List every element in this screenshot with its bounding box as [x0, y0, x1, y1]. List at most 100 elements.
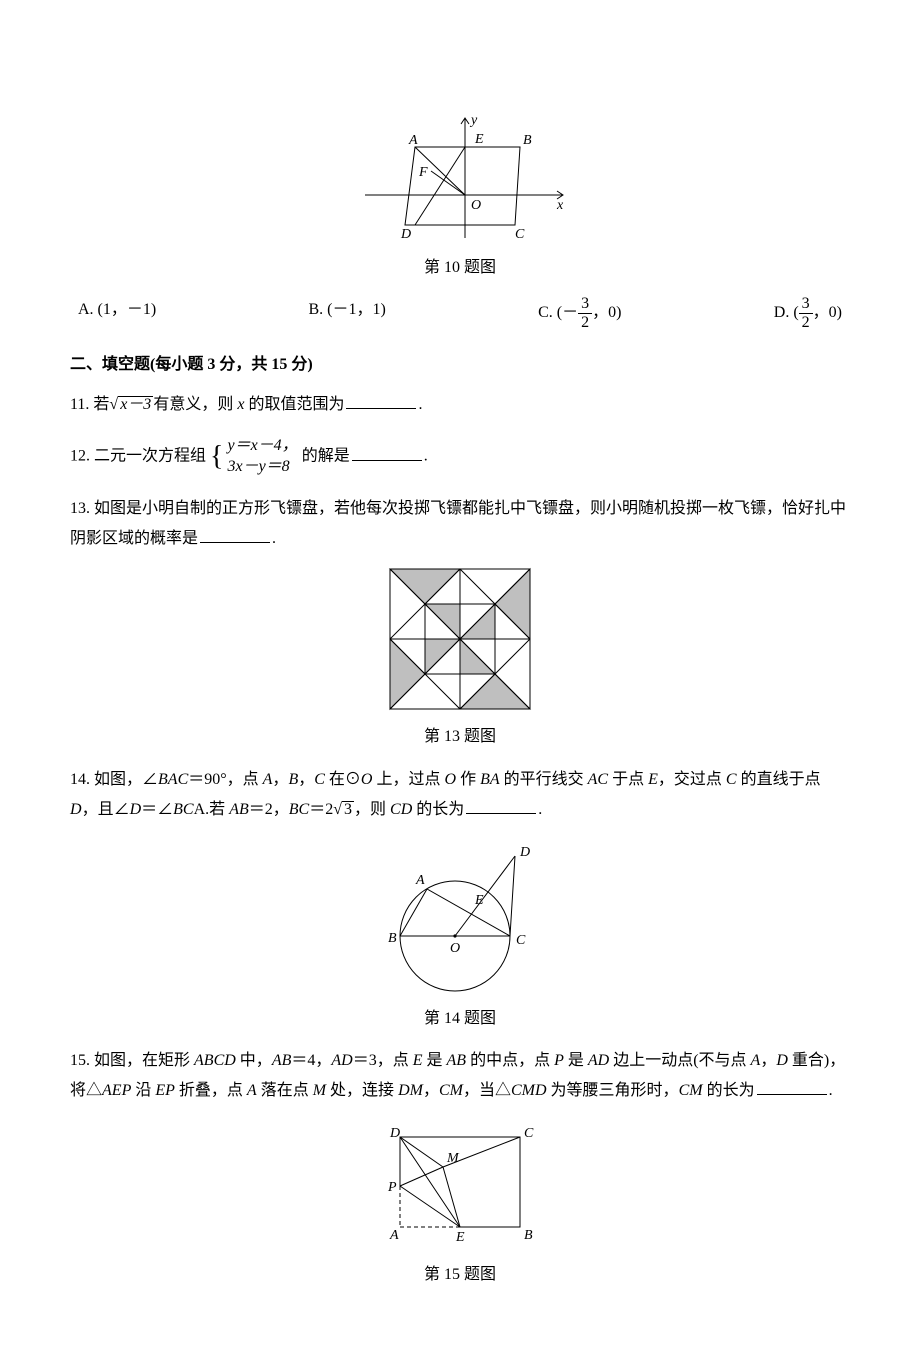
- q15-ab: AB: [272, 1052, 292, 1069]
- q14-t11: 的直线于点: [737, 771, 821, 788]
- q14-t13b: A.: [194, 801, 210, 818]
- q14-ac: AC: [588, 771, 608, 788]
- q14-t3: ，: [272, 771, 288, 788]
- q14-t10: ，交过点: [658, 771, 726, 788]
- lbl-x: x: [556, 198, 564, 213]
- q14-ba: BA: [480, 771, 500, 788]
- q15-lbl-E: E: [455, 1230, 465, 1245]
- q15-ad: AD: [331, 1052, 352, 1069]
- q15-t6: 的中点，点: [466, 1052, 554, 1069]
- q14-lbl-C: C: [516, 933, 526, 948]
- q15-t11: 沿: [131, 1082, 155, 1099]
- q15-a2: A: [247, 1082, 257, 1099]
- q15-caption: 第 15 题图: [70, 1260, 850, 1290]
- q15-cmd: CMD: [511, 1082, 547, 1099]
- q14-t7: 作: [456, 771, 480, 788]
- q11-post2: 的取值范围为: [244, 396, 344, 413]
- q14-t1: 14. 如图，∠: [70, 771, 158, 788]
- q14-t16: ＝2: [309, 801, 333, 818]
- q14-t15: ＝2，: [249, 801, 289, 818]
- q15-ab2: AB: [447, 1052, 467, 1069]
- q14-t17: ，则: [354, 801, 390, 818]
- q15-ep: EP: [155, 1082, 175, 1099]
- choice-b: B. (－1，1): [309, 295, 386, 331]
- q14-e: E: [648, 771, 658, 788]
- blank-12: [352, 445, 422, 461]
- q14-bca: BC: [173, 801, 193, 818]
- q13-svg: [385, 564, 535, 714]
- q14-t13: ＝∠: [141, 801, 173, 818]
- q15-ad2: AD: [588, 1052, 609, 1069]
- lbl-B: B: [523, 133, 532, 148]
- q13-end: .: [272, 530, 276, 547]
- choice-d-pre: D. (: [774, 304, 799, 321]
- q14-t14: 若: [209, 801, 229, 818]
- q14-t18: 的长为: [412, 801, 464, 818]
- q14-d2: D: [130, 801, 142, 818]
- q13-text: 13. 如图是小明自制的正方形飞镖盘，若他每次投掷飞镖都能扎中飞镖盘，则小明随机…: [70, 500, 846, 547]
- q11-sqrt: x－3: [118, 396, 153, 413]
- choice-d: D. (32，0): [774, 295, 842, 331]
- q15-cm: CM: [439, 1082, 463, 1099]
- choice-c-pre: C. (－: [538, 304, 578, 321]
- q14-t4: ，: [298, 771, 314, 788]
- q15-a: A: [751, 1052, 761, 1069]
- q15-t18: 的长为: [703, 1082, 755, 1099]
- q15-m: M: [313, 1082, 326, 1099]
- q15-lbl-A: A: [389, 1228, 399, 1243]
- lbl-O: O: [471, 198, 481, 213]
- q11-pre: 11. 若: [70, 396, 109, 413]
- q10-caption: 第 10 题图: [70, 253, 850, 283]
- choice-d-num: 3: [799, 295, 813, 314]
- choice-d-post: ，0): [813, 304, 842, 321]
- q15-d: D: [776, 1052, 788, 1069]
- choice-c: C. (－32，0): [538, 295, 621, 331]
- q12-end: .: [424, 448, 428, 465]
- q15-t9: ，: [760, 1052, 776, 1069]
- q15-t4: ＝3，点: [353, 1052, 413, 1069]
- q14-o: O: [361, 771, 373, 788]
- q15-lbl-B: B: [524, 1228, 533, 1243]
- q14-a: A: [263, 771, 273, 788]
- choice-d-den: 2: [799, 314, 813, 332]
- q15-lbl-D: D: [389, 1126, 400, 1141]
- blank-15: [757, 1079, 827, 1095]
- q14-t5: 在⊙: [325, 771, 361, 788]
- q15-t5: 是: [423, 1052, 447, 1069]
- lbl-y: y: [469, 113, 478, 128]
- q14-end: .: [538, 801, 542, 818]
- q14-lbl-E: E: [474, 893, 484, 908]
- q14-lbl-D: D: [519, 845, 530, 860]
- q14-t12: ，且∠: [82, 801, 130, 818]
- q15-lbl-M: M: [446, 1151, 460, 1166]
- q15-t12: 折叠，点: [175, 1082, 247, 1099]
- q15-dm: DM: [398, 1082, 423, 1099]
- q15-svg: A B C D E P M: [370, 1117, 550, 1252]
- blank-11: [346, 393, 416, 409]
- q14-c: C: [314, 771, 325, 788]
- choice-c-num: 3: [578, 295, 592, 314]
- q14-t8: 的平行线交: [500, 771, 588, 788]
- question-13: 13. 如图是小明自制的正方形飞镖盘，若他每次投掷飞镖都能扎中飞镖盘，则小明随机…: [70, 494, 850, 555]
- q14-c2: C: [726, 771, 737, 788]
- lbl-A: A: [408, 133, 418, 148]
- choice-c-post: ，0): [592, 304, 621, 321]
- q14-bc: BC: [289, 801, 309, 818]
- q15-t13: 落在点: [257, 1082, 313, 1099]
- lbl-F: F: [418, 165, 428, 180]
- q15-end: .: [829, 1082, 833, 1099]
- q14-dlbl: D: [70, 801, 82, 818]
- q15-t14: 处，连接: [326, 1082, 398, 1099]
- q10-choices: A. (1，－1) B. (－1，1) C. (－32，0) D. (32，0): [70, 295, 850, 331]
- q15-lbl-P: P: [387, 1180, 397, 1195]
- q14-caption: 第 14 题图: [70, 1004, 850, 1034]
- q11-post1: 有意义，则: [153, 396, 237, 413]
- q14-lbl-B: B: [388, 931, 397, 946]
- q14-bac: BAC: [158, 771, 188, 788]
- q14-lbl-O: O: [450, 941, 460, 956]
- q10-figure: y x O A E B F D C: [70, 110, 850, 245]
- lbl-E: E: [474, 132, 484, 147]
- choice-c-den: 2: [578, 314, 592, 332]
- q14-figure: A B C D E O: [70, 836, 850, 996]
- q14-t9: 于点: [608, 771, 648, 788]
